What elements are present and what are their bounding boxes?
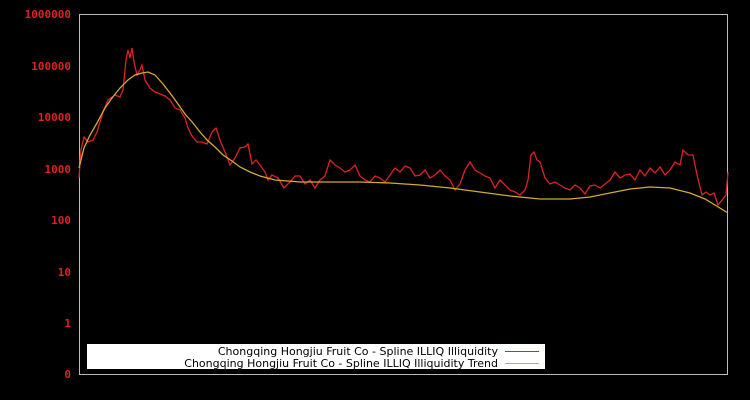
legend-label: Chongqing Hongjiu Fruit Co - Spline ILLI…	[184, 356, 498, 370]
legend-item-illiquidity-trend: Chongqing Hongjiu Fruit Co - Spline ILLI…	[184, 356, 539, 370]
legend-item-illiquidity: Chongqing Hongjiu Fruit Co - Spline ILLI…	[217, 344, 539, 358]
plot-frame	[79, 14, 728, 375]
y-tick-label: 100000	[31, 60, 71, 73]
illiquidity-trend-line	[78, 71, 729, 214]
y-tick-label: 1	[64, 317, 71, 330]
y-tick-label: 1000	[45, 163, 72, 176]
legend: Chongqing Hongjiu Fruit Co - Spline ILLI…	[87, 344, 545, 370]
legend-label: Chongqing Hongjiu Fruit Co - Spline ILLI…	[217, 344, 498, 358]
y-tick-label: 100	[51, 214, 71, 227]
y-tick-label: 10	[58, 266, 71, 279]
y-tick-label: 10000	[38, 111, 71, 124]
illiquidity-line	[78, 47, 729, 207]
legend-swatch	[505, 362, 539, 364]
y-tick-label: 1000000	[25, 8, 71, 21]
y-tick-label: 0	[64, 368, 71, 381]
legend-swatch	[505, 350, 539, 352]
